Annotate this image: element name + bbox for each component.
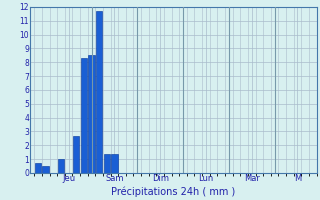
X-axis label: Précipitations 24h ( mm ): Précipitations 24h ( mm ) [111,186,236,197]
Bar [43,166,49,173]
Bar [96,11,102,173]
Bar [104,154,110,173]
Bar [58,159,64,173]
Bar [73,136,79,173]
Bar [88,55,95,173]
Bar [81,58,87,173]
Bar [35,163,41,173]
Bar [111,154,118,173]
